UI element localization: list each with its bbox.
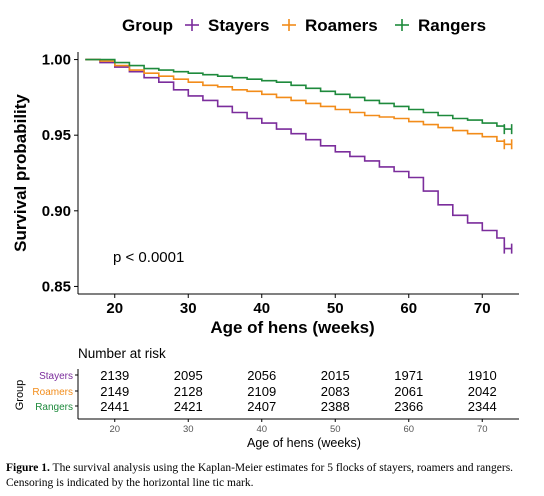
- y-tick-label: 1.00: [42, 52, 71, 69]
- risk-cell: 2042: [468, 384, 497, 399]
- y-tick-label: 0.85: [42, 278, 71, 295]
- legend-label: Rangers: [418, 16, 486, 35]
- risk-row-rangers: Rangers 2441 2421 2407 2388 2366 2344: [35, 399, 497, 414]
- caption-text: The survival analysis using the Kaplan-M…: [6, 462, 514, 489]
- figure-caption: Figure 1. The survival analysis using th…: [6, 461, 538, 491]
- y-tick-label: 0.95: [42, 127, 71, 144]
- risk-cell: 2366: [394, 399, 423, 414]
- risk-row-roamers: Roamers 2149 2128 2109 2083 2061 2042: [32, 384, 496, 399]
- legend-item-stayers: Stayers: [185, 16, 269, 35]
- risk-cell: 2421: [174, 399, 203, 414]
- legend-item-roamers: Roamers: [282, 16, 378, 35]
- risk-cell: 2441: [100, 399, 129, 414]
- caption-label: Figure 1.: [6, 462, 50, 474]
- risk-cell: 2139: [100, 368, 129, 383]
- series-rangers: [85, 58, 513, 135]
- risk-y-axis-title: Group: [14, 380, 26, 411]
- risk-row-stayers: Stayers 2139 2095 2056 2015 1971 1910: [39, 368, 497, 383]
- x-axis-title: Age of hens (weeks): [210, 318, 374, 337]
- x-tick-label: 40: [253, 300, 270, 317]
- y-tick-label: 0.90: [42, 203, 71, 220]
- risk-row-label: Rangers: [35, 402, 73, 413]
- risk-cell: 2015: [321, 368, 350, 383]
- survival-curve: [85, 58, 512, 250]
- risk-row-label: Roamers: [32, 387, 73, 398]
- risk-x-tick-label: 60: [403, 424, 414, 435]
- risk-cell: 2083: [321, 384, 350, 399]
- risk-cell: 2407: [247, 399, 276, 414]
- x-tick-label: 50: [327, 300, 344, 317]
- legend-label: Stayers: [208, 16, 269, 35]
- risk-x-tick-label: 40: [256, 424, 267, 435]
- legend-label: Roamers: [305, 16, 378, 35]
- y-axis-title: Survival probability: [11, 94, 30, 252]
- survival-curve: [85, 58, 512, 130]
- x-tick-label: 30: [180, 300, 197, 317]
- risk-cell: 1910: [468, 368, 497, 383]
- risk-table-title: Number at risk: [78, 346, 166, 361]
- series-stayers: [85, 58, 513, 254]
- p-value-annotation: p < 0.0001: [113, 249, 184, 266]
- x-tick-label: 70: [474, 300, 491, 317]
- risk-x-tick-label: 20: [109, 424, 120, 435]
- risk-x-axis-title: Age of hens (weeks): [247, 436, 361, 450]
- survival-curve: [85, 58, 512, 146]
- risk-x-tick-label: 70: [477, 424, 488, 435]
- risk-cell: 1971: [394, 368, 423, 383]
- risk-cell: 2061: [394, 384, 423, 399]
- x-tick-label: 60: [400, 300, 417, 317]
- legend-title: Group: [122, 16, 173, 35]
- risk-x-tick-label: 30: [183, 424, 194, 435]
- legend-item-rangers: Rangers: [395, 16, 486, 35]
- risk-cell: 2095: [174, 368, 203, 383]
- legend: Group Stayers Roamers Rangers: [122, 16, 486, 35]
- risk-cell: 2056: [247, 368, 276, 383]
- risk-cell: 2388: [321, 399, 350, 414]
- risk-cell: 2149: [100, 384, 129, 399]
- risk-x-tick-label: 50: [330, 424, 341, 435]
- risk-cell: 2109: [247, 384, 276, 399]
- risk-cell: 2344: [468, 399, 497, 414]
- risk-row-label: Stayers: [39, 371, 73, 382]
- series-roamers: [85, 58, 513, 150]
- risk-cell: 2128: [174, 384, 203, 399]
- x-tick-label: 20: [106, 300, 123, 317]
